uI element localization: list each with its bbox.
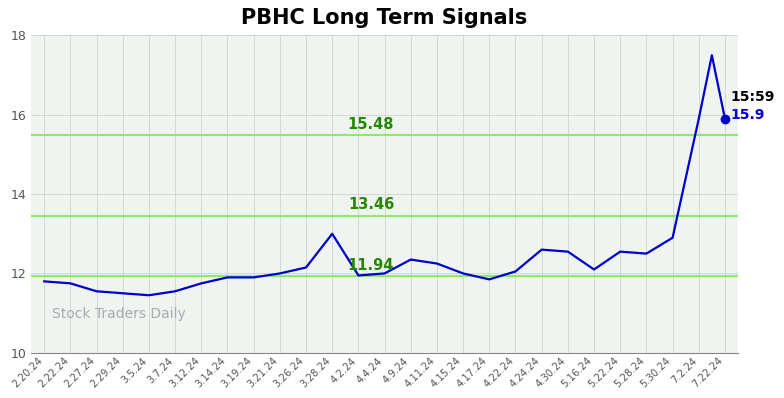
Text: 15.48: 15.48 bbox=[348, 117, 394, 132]
Text: Stock Traders Daily: Stock Traders Daily bbox=[53, 307, 186, 321]
Title: PBHC Long Term Signals: PBHC Long Term Signals bbox=[241, 8, 528, 28]
Text: 11.94: 11.94 bbox=[348, 258, 394, 273]
Text: 13.46: 13.46 bbox=[348, 197, 394, 213]
Text: 15.9: 15.9 bbox=[730, 108, 764, 122]
Text: 15:59: 15:59 bbox=[730, 90, 775, 104]
